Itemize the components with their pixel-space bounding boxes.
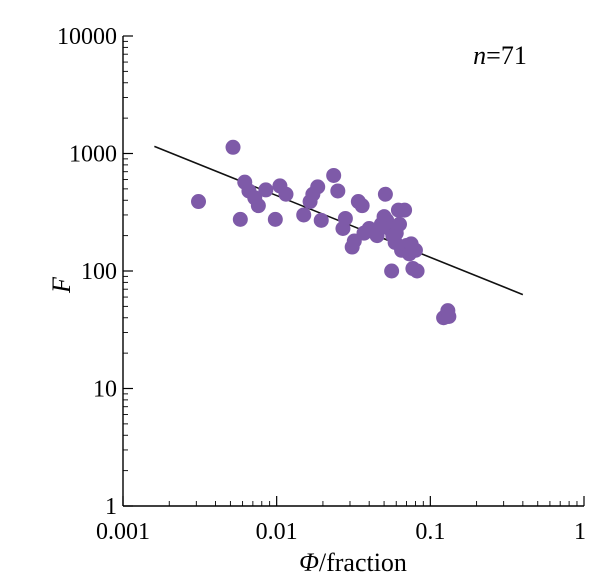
y-tick-label: 100 xyxy=(81,259,117,285)
x-tick-label: 0.01 xyxy=(256,519,298,545)
data-point xyxy=(377,186,393,202)
data-point xyxy=(441,308,457,324)
y-tick-label: 1000 xyxy=(69,142,117,168)
data-point xyxy=(330,183,346,199)
data-point xyxy=(354,198,370,214)
data-point xyxy=(296,207,312,223)
data-point xyxy=(232,211,248,227)
data-point xyxy=(337,210,353,226)
y-tick-label: 10000 xyxy=(57,24,117,50)
data-point xyxy=(407,242,423,258)
x-axis-label: Φ/fraction xyxy=(299,548,407,577)
data-point xyxy=(310,179,326,195)
data-point xyxy=(397,202,413,218)
x-tick-label: 0.1 xyxy=(415,519,445,545)
data-point xyxy=(267,211,283,227)
data-point xyxy=(313,212,329,228)
x-tick-label: 1 xyxy=(574,519,586,545)
data-point xyxy=(409,263,425,279)
y-tick-label: 1 xyxy=(105,494,117,520)
y-axis-label: F xyxy=(47,276,76,294)
data-point xyxy=(278,186,294,202)
x-tick-label: 0.001 xyxy=(96,519,150,545)
data-point xyxy=(258,182,274,198)
data-point xyxy=(384,263,400,279)
data-point xyxy=(369,228,385,244)
data-points xyxy=(191,139,457,326)
data-point xyxy=(250,198,266,214)
sample-size-annotation: n=71 xyxy=(473,41,527,70)
data-point xyxy=(191,194,207,210)
tick-labels: 0.001 0.01 0.1 1 1 10 100 1000 10000 xyxy=(57,24,586,545)
data-point xyxy=(326,167,342,183)
axes xyxy=(122,35,585,507)
data-point xyxy=(391,216,407,232)
data-point xyxy=(225,139,241,155)
y-tick-label: 10 xyxy=(93,377,117,403)
